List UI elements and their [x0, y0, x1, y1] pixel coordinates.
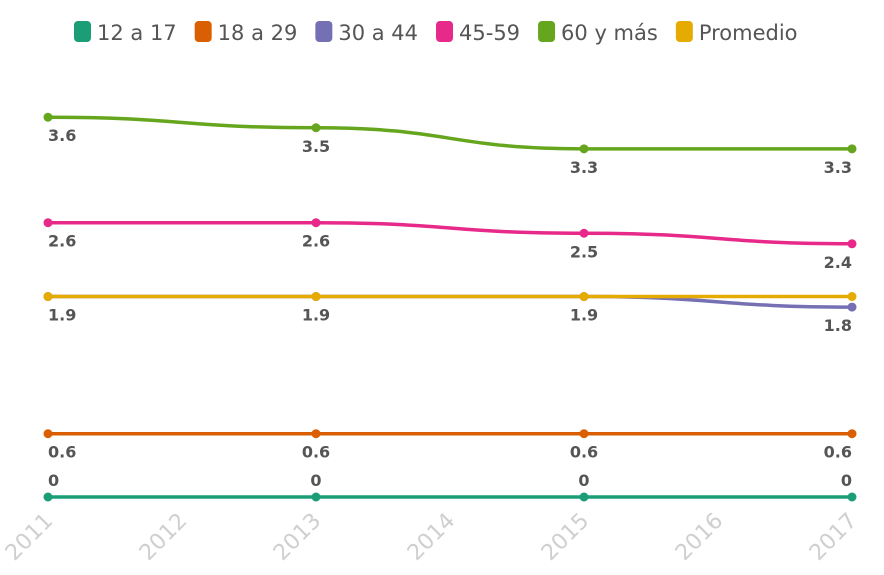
x-tick-label-0: 2011 [1, 509, 58, 566]
legend-swatch [315, 21, 333, 42]
legend-swatch [538, 21, 556, 42]
data-point-2-3[interactable] [847, 302, 857, 312]
legend-label: 60 y más [561, 21, 658, 45]
data-point-5-2[interactable] [579, 292, 589, 302]
data-label-0-0: 0 [48, 471, 59, 490]
x-tick-label-1: 2012 [135, 509, 192, 566]
data-label-1-3: 0.6 [824, 443, 852, 462]
data-label-0-1: 0 [310, 471, 321, 490]
series-line-3 [46, 220, 854, 246]
data-label-2-1: 1.9 [302, 306, 330, 325]
data-point-0-0[interactable] [43, 492, 53, 502]
legend-swatch [436, 21, 454, 42]
data-point-5-3[interactable] [847, 292, 857, 302]
legend-swatch [675, 21, 693, 42]
data-point-5-1[interactable] [311, 292, 321, 302]
data-point-4-0[interactable] [43, 112, 53, 122]
data-label-3-3: 2.4 [824, 253, 852, 272]
data-point-1-0[interactable] [43, 429, 53, 439]
series-line-4 [46, 115, 854, 151]
data-label-3-1: 2.6 [302, 232, 330, 251]
data-label-4-0: 3.6 [48, 126, 76, 145]
data-point-3-3[interactable] [847, 239, 857, 249]
data-label-0-3: 0 [841, 471, 852, 490]
data-point-0-1[interactable] [311, 492, 321, 502]
legend-swatch [194, 21, 212, 42]
data-point-5-0[interactable] [43, 292, 53, 302]
data-label-4-2: 3.3 [570, 158, 598, 177]
series-lines [46, 115, 854, 499]
data-point-3-1[interactable] [311, 218, 321, 228]
legend-item-5[interactable]: Promedio [675, 21, 798, 45]
data-label-2-3: 1.8 [824, 316, 852, 335]
legend-label: 45-59 [459, 21, 520, 45]
x-tick-label-2: 2013 [269, 509, 326, 566]
legend-item-3[interactable]: 45-59 [436, 21, 520, 45]
data-point-3-2[interactable] [579, 228, 589, 238]
legend-item-4[interactable]: 60 y más [538, 21, 658, 45]
x-tick-label-3: 2014 [403, 509, 460, 566]
legend-label: 18 a 29 [218, 21, 298, 45]
data-point-3-0[interactable] [43, 218, 53, 228]
data-point-4-3[interactable] [847, 144, 857, 154]
data-label-4-1: 3.5 [302, 137, 330, 156]
data-label-0-2: 0 [578, 471, 589, 490]
x-tick-label-6: 2017 [805, 509, 862, 566]
legend-label: 12 a 17 [97, 21, 177, 45]
legend-label: 30 a 44 [338, 21, 418, 45]
legend-swatch [74, 21, 91, 42]
data-point-0-3[interactable] [847, 492, 857, 502]
data-label-1-2: 0.6 [570, 443, 598, 462]
data-label-2-0: 1.9 [48, 306, 76, 325]
data-label-1-1: 0.6 [302, 443, 330, 462]
data-point-1-3[interactable] [847, 429, 857, 439]
data-point-0-2[interactable] [579, 492, 589, 502]
legend: 12 a 17 18 a 29 30 a 44 45-59 60 y más Promed… [74, 21, 798, 45]
data-label-1-0: 0.6 [48, 443, 76, 462]
legend-item-2[interactable]: 30 a 44 [315, 21, 418, 45]
data-labels: 0 0 0 0 0.6 0.6 0.6 0.6 1.9 1.9 1.9 1.8 2.6 2.6 2.5 2.4… [48, 126, 852, 490]
x-tick-label-5: 2016 [671, 509, 728, 566]
data-label-3-0: 2.6 [48, 232, 76, 251]
data-point-4-1[interactable] [311, 123, 321, 133]
legend-label: Promedio [699, 21, 798, 45]
x-axis: 2011 2012 2013 2014 2015 2016 2017 [1, 509, 862, 566]
legend-item-0[interactable]: 12 a 17 [74, 21, 177, 45]
data-label-4-3: 3.3 [824, 158, 852, 177]
data-label-3-2: 2.5 [570, 242, 598, 261]
series-points [43, 112, 857, 502]
data-point-4-2[interactable] [579, 144, 589, 154]
data-point-1-1[interactable] [311, 429, 321, 439]
data-point-1-2[interactable] [579, 429, 589, 439]
data-label-2-2: 1.9 [570, 306, 598, 325]
x-tick-label-4: 2015 [537, 509, 594, 566]
legend-item-1[interactable]: 18 a 29 [194, 21, 298, 45]
